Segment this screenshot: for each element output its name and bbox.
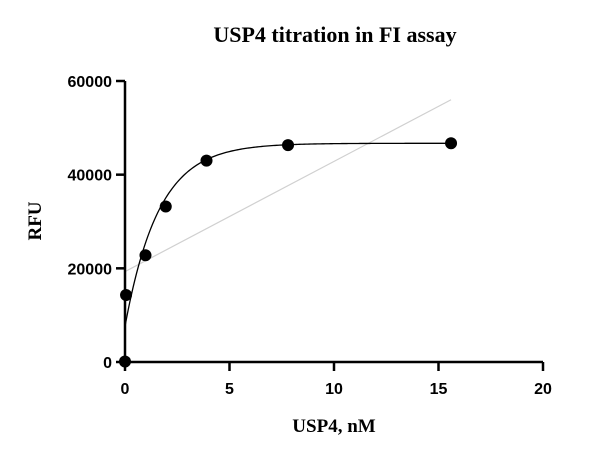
x-tick-label: 20 bbox=[534, 381, 552, 398]
data-point bbox=[139, 249, 152, 262]
x-tick-label: 15 bbox=[430, 381, 448, 398]
x-tick-label: 10 bbox=[325, 381, 343, 398]
data-point bbox=[159, 200, 172, 213]
x-tick-label: 0 bbox=[121, 381, 130, 398]
data-point bbox=[120, 289, 133, 302]
x-tick-label: 5 bbox=[225, 381, 234, 398]
y-tick-label: 20000 bbox=[68, 261, 113, 278]
y-tick-label: 40000 bbox=[68, 168, 113, 185]
y-axis-label: RFU bbox=[25, 201, 46, 240]
y-tick-label: 0 bbox=[103, 355, 112, 372]
chart-title: USP4 titration in FI assay bbox=[213, 22, 456, 47]
y-tick-label: 60000 bbox=[68, 74, 113, 91]
plot-area: 0 20000 40000 60000 0 5 10 15 20 bbox=[68, 74, 553, 398]
data-point bbox=[445, 137, 458, 150]
x-axis-label: USP4, nM bbox=[292, 416, 375, 437]
fit-curve bbox=[124, 142, 452, 327]
data-point bbox=[200, 154, 213, 167]
data-point bbox=[119, 355, 131, 368]
data-point bbox=[282, 139, 295, 152]
reference-line bbox=[124, 99, 452, 273]
